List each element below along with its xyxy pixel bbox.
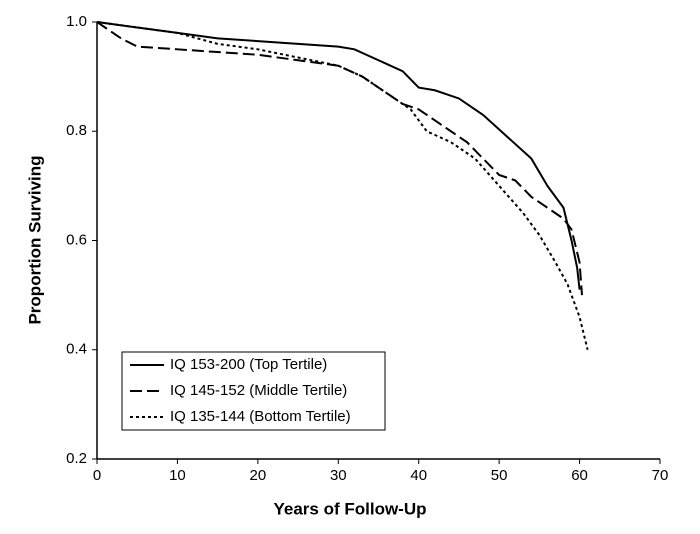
y-tick-label: 0.2 bbox=[66, 450, 87, 467]
y-tick-label: 1.0 bbox=[66, 13, 87, 30]
y-tick-label: 0.4 bbox=[66, 341, 87, 358]
legend-label: IQ 145-152 (Middle Tertile) bbox=[170, 382, 347, 399]
x-tick-label: 70 bbox=[652, 467, 669, 484]
legend-label: IQ 153-200 (Top Tertile) bbox=[170, 356, 327, 373]
survival-line bbox=[96, 21, 581, 290]
survival-line bbox=[96, 21, 589, 350]
x-tick-label: 60 bbox=[571, 467, 588, 484]
y-tick-label: 0.6 bbox=[66, 231, 87, 248]
x-tick-label: 20 bbox=[250, 467, 267, 484]
y-axis-title: Proportion Surviving bbox=[25, 155, 44, 324]
x-tick-label: 50 bbox=[491, 467, 508, 484]
x-tick-label: 0 bbox=[93, 467, 101, 484]
legend-label: IQ 135-144 (Bottom Tertile) bbox=[170, 408, 351, 425]
y-tick-label: 0.8 bbox=[66, 122, 87, 139]
survival-line bbox=[96, 21, 583, 296]
legend-box bbox=[121, 351, 386, 431]
x-tick-label: 30 bbox=[330, 467, 347, 484]
x-tick-label: 40 bbox=[410, 467, 427, 484]
x-axis-title: Years of Follow-Up bbox=[273, 499, 426, 518]
x-tick-label: 10 bbox=[169, 467, 186, 484]
